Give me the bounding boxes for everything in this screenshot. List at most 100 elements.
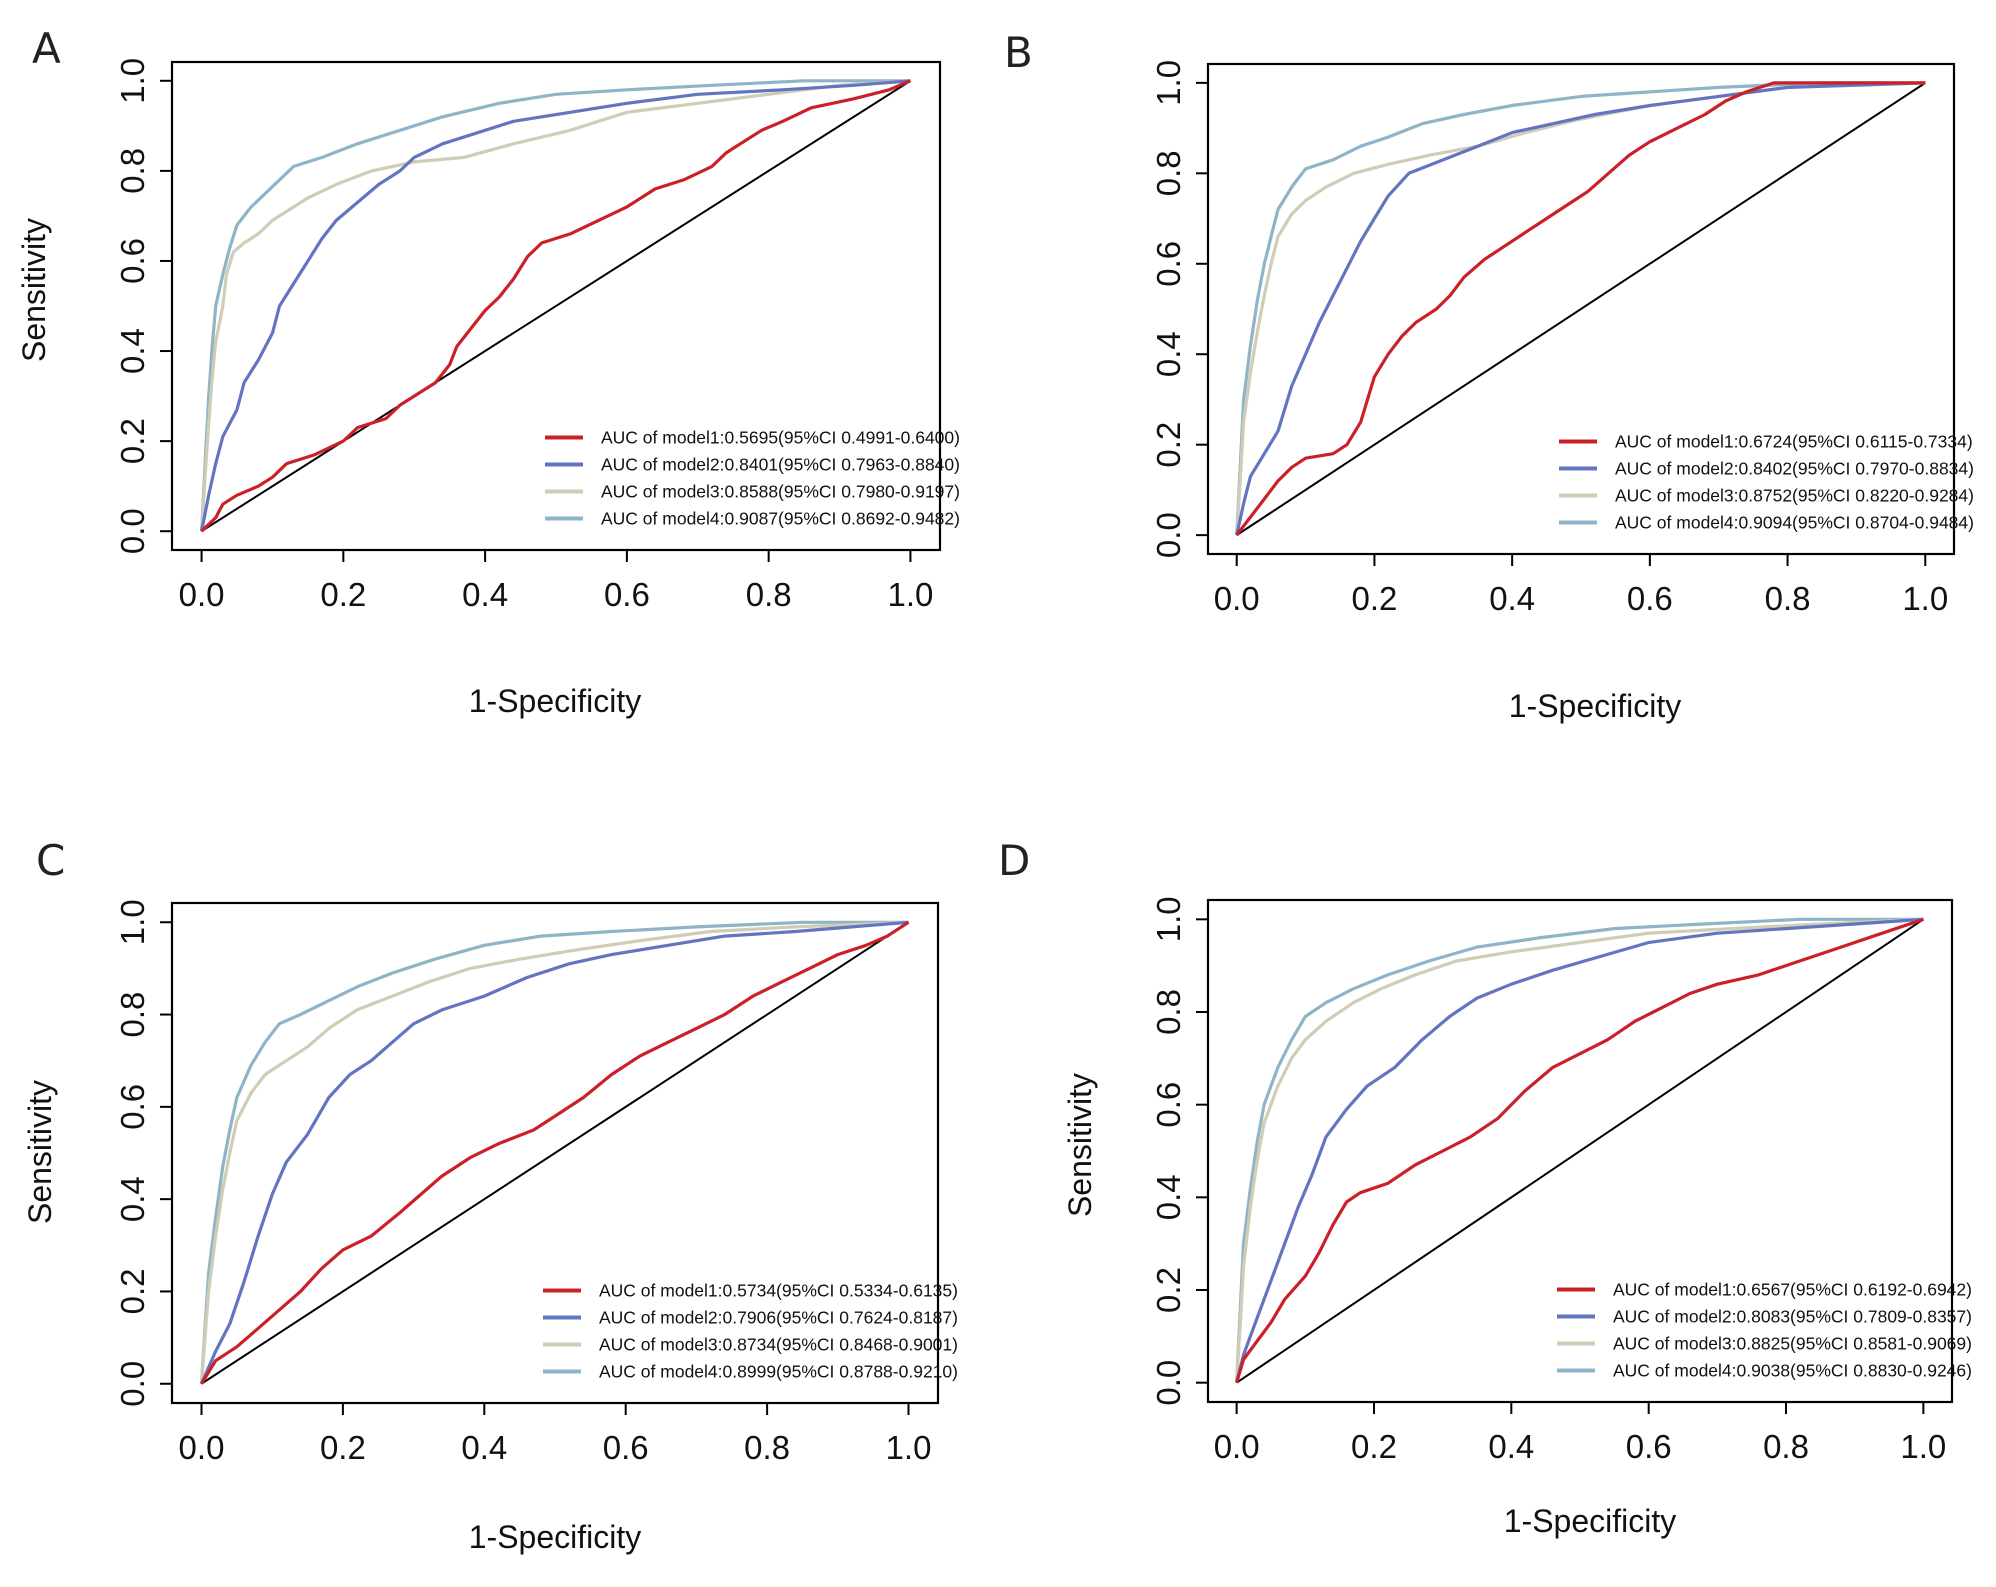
y-tick-label-a: 0.8: [114, 148, 151, 194]
y-tick-label-b: 1.0: [1150, 60, 1187, 106]
x-tick-label-d: 0.4: [1488, 1428, 1534, 1465]
y-tick-label-a: 1.0: [114, 58, 151, 104]
roc-curve-model1-a: [200, 79, 912, 533]
x-axis-label-b: 1-Specificity: [1509, 688, 1682, 724]
x-tick-label-b: 0.2: [1351, 580, 1397, 617]
roc-panel-a: A: [0, 0, 998, 793]
roc-curve-model2-c: [200, 920, 909, 1385]
x-tick-label-c: 0.4: [461, 1429, 507, 1466]
roc-curve-model1-b: [1235, 81, 1926, 537]
legend-label-model1-c: AUC of model1:0.5734(95%CI 0.5334-0.6135…: [599, 1281, 958, 1301]
legend-label-model3-d: AUC of model3:0.8825(95%CI 0.8581-0.9069…: [1613, 1334, 1972, 1354]
x-tick-label-b: 0.4: [1489, 580, 1535, 617]
y-tick-label-a: 0.2: [114, 418, 151, 464]
x-tick-label-d: 0.8: [1763, 1428, 1809, 1465]
x-tick-label-a: 0.4: [462, 576, 508, 613]
plot-c: 0.0 0.2 0.4 0.6 0.8 1.0 0.0 0.2 0.4 0.6 0.8 1.0 1-Sp…: [22, 899, 958, 1555]
legend-label-model2-a: AUC of model2:0.8401(95%CI 0.7963-0.8840…: [601, 455, 960, 475]
legend-label-model4-b: AUC of model4:0.9094(95%CI 0.8704-0.9484…: [1615, 513, 1974, 533]
y-tick-label-d: 0.2: [1150, 1267, 1187, 1313]
x-tick-label-d: 0.6: [1626, 1428, 1672, 1465]
y-tick-label-b: 0.2: [1150, 422, 1187, 468]
roc-curve-model1-c: [200, 920, 910, 1385]
y-tick-label-c: 1.0: [114, 899, 151, 945]
y-tick-label-b: 0.0: [1150, 512, 1187, 558]
y-tick-label-a: 0.6: [114, 238, 151, 284]
plot-frame-c: [170, 901, 940, 1405]
x-tick-label-b: 0.0: [1214, 580, 1260, 617]
plot-a: 0.0 0.2 0.4 0.6 0.8 1.0 0.0 0.2 0.4 0.6 0.8 1.0 1-Sp…: [16, 58, 960, 719]
y-tick-label-d: 0.4: [1150, 1174, 1187, 1220]
y-tick-label-d: 0.8: [1150, 989, 1187, 1035]
y-tick-label-c: 0.4: [114, 1176, 151, 1222]
legend-label-model3-a: AUC of model3:0.8588(95%CI 0.7980-0.9197…: [601, 482, 960, 502]
x-tick-label-d: 0.0: [1214, 1428, 1260, 1465]
plot-frame-d: [1206, 898, 1954, 1404]
x-tick-label-b: 0.8: [1765, 580, 1811, 617]
y-tick-label-d: 0.0: [1150, 1360, 1187, 1406]
plot-b: 0.0 0.2 0.4 0.6 0.8 1.0 0.0 0.2 0.4 0.6 0.8 1.0 1-Sp…: [1150, 60, 1974, 724]
x-tick-label-a: 0.8: [746, 576, 792, 613]
x-tick-label-c: 0.2: [320, 1429, 366, 1466]
x-tick-label-b: 1.0: [1902, 580, 1948, 617]
roc-curve-model2-a: [200, 79, 911, 532]
x-tick-label-d: 0.2: [1351, 1428, 1397, 1465]
reference-diagonal-c: [200, 921, 910, 1385]
plot-d: 0.0 0.2 0.4 0.6 0.8 1.0 0.0 0.2 0.4 0.6 0.8 1.0 1-Sp…: [1062, 896, 1972, 1539]
y-tick-label-a: 0.0: [114, 508, 151, 554]
legend-label-model4-a: AUC of model4:0.9087(95%CI 0.8692-0.9482…: [601, 509, 960, 529]
x-tick-label-c: 0.6: [603, 1429, 649, 1466]
legend-label-model3-b: AUC of model3:0.8752(95%CI 0.8220-0.9284…: [1615, 486, 1974, 506]
reference-diagonal-b: [1236, 82, 1926, 536]
legend-label-model2-d: AUC of model2:0.8083(95%CI 0.7809-0.8357…: [1613, 1307, 1972, 1327]
y-tick-label-d: 0.6: [1150, 1082, 1187, 1128]
legend-label-model1-a: AUC of model1:0.5695(95%CI 0.4991-0.6400…: [601, 428, 960, 448]
y-tick-label-b: 0.8: [1150, 150, 1187, 196]
x-tick-label-a: 0.0: [179, 576, 225, 613]
y-axis-label-d: Sensitivity: [1062, 1073, 1098, 1217]
x-tick-label-a: 1.0: [887, 576, 933, 613]
roc-panel-c: C: [36, 836, 65, 885]
roc-curve-model4-a: [200, 79, 911, 532]
legend-label-model1-b: AUC of model1:0.6724(95%CI 0.6115-0.7334…: [1615, 432, 1973, 452]
reference-diagonal-d: [1236, 918, 1924, 1384]
x-axis-label-d: 1-Specificity: [1504, 1503, 1677, 1539]
roc-curve-model4-c: [199, 920, 909, 1384]
roc-curve-model3-d: [1235, 917, 1924, 1383]
panel-label-b: B: [1004, 28, 1033, 77]
plot-frame-a: [170, 60, 942, 552]
x-tick-label-c: 1.0: [886, 1429, 932, 1466]
y-axis-label-c: Sensitivity: [22, 1080, 58, 1224]
legend-label-model3-c: AUC of model3:0.8734(95%CI 0.8468-0.9001…: [599, 1335, 958, 1355]
plot-frame-b: [1206, 62, 1956, 556]
roc-curve-model1-d: [1235, 917, 1924, 1384]
legend-label-model1-d: AUC of model1:0.6567(95%CI 0.6192-0.6942…: [1613, 1280, 1972, 1300]
roc-curve-model3-a: [200, 79, 911, 532]
x-tick-label-c: 0.0: [179, 1429, 225, 1466]
y-tick-label-d: 1.0: [1150, 896, 1187, 942]
panel-label-d: D: [998, 836, 1031, 885]
x-axis-label-c: 1-Specificity: [469, 1519, 642, 1555]
y-tick-label-c: 0.6: [114, 1084, 151, 1130]
roc-curve-model2-d: [1235, 917, 1924, 1384]
y-tick-label-b: 0.6: [1150, 241, 1187, 287]
legend-label-model2-c: AUC of model2:0.7906(95%CI 0.7624-0.8187…: [599, 1308, 958, 1328]
legend-label-model4-d: AUC of model4:0.9038(95%CI 0.8830-0.9246…: [1613, 1361, 1972, 1381]
y-tick-label-a: 0.4: [114, 328, 151, 374]
roc-curve-model4-d: [1235, 917, 1924, 1383]
roc-curve-model4-b: [1235, 81, 1926, 536]
legend-label-model4-c: AUC of model4:0.8999(95%CI 0.8788-0.9210…: [599, 1362, 958, 1382]
reference-diagonal-a: [201, 79, 911, 533]
x-tick-label-a: 0.6: [604, 576, 650, 613]
legend-label-model2-b: AUC of model2:0.8402(95%CI 0.7970-0.8834…: [1615, 459, 1974, 479]
y-tick-label-c: 0.2: [114, 1269, 151, 1315]
y-tick-label-b: 0.4: [1150, 331, 1187, 377]
y-tick-label-c: 0.0: [114, 1361, 151, 1407]
roc-curve-model3-c: [199, 920, 909, 1384]
y-axis-label-a: Sensitivity: [16, 218, 52, 362]
roc-curve-model2-b: [1235, 81, 1926, 536]
x-axis-label-a: 1-Specificity: [469, 683, 642, 719]
roc-panel-b: B: [0, 0, 1996, 793]
